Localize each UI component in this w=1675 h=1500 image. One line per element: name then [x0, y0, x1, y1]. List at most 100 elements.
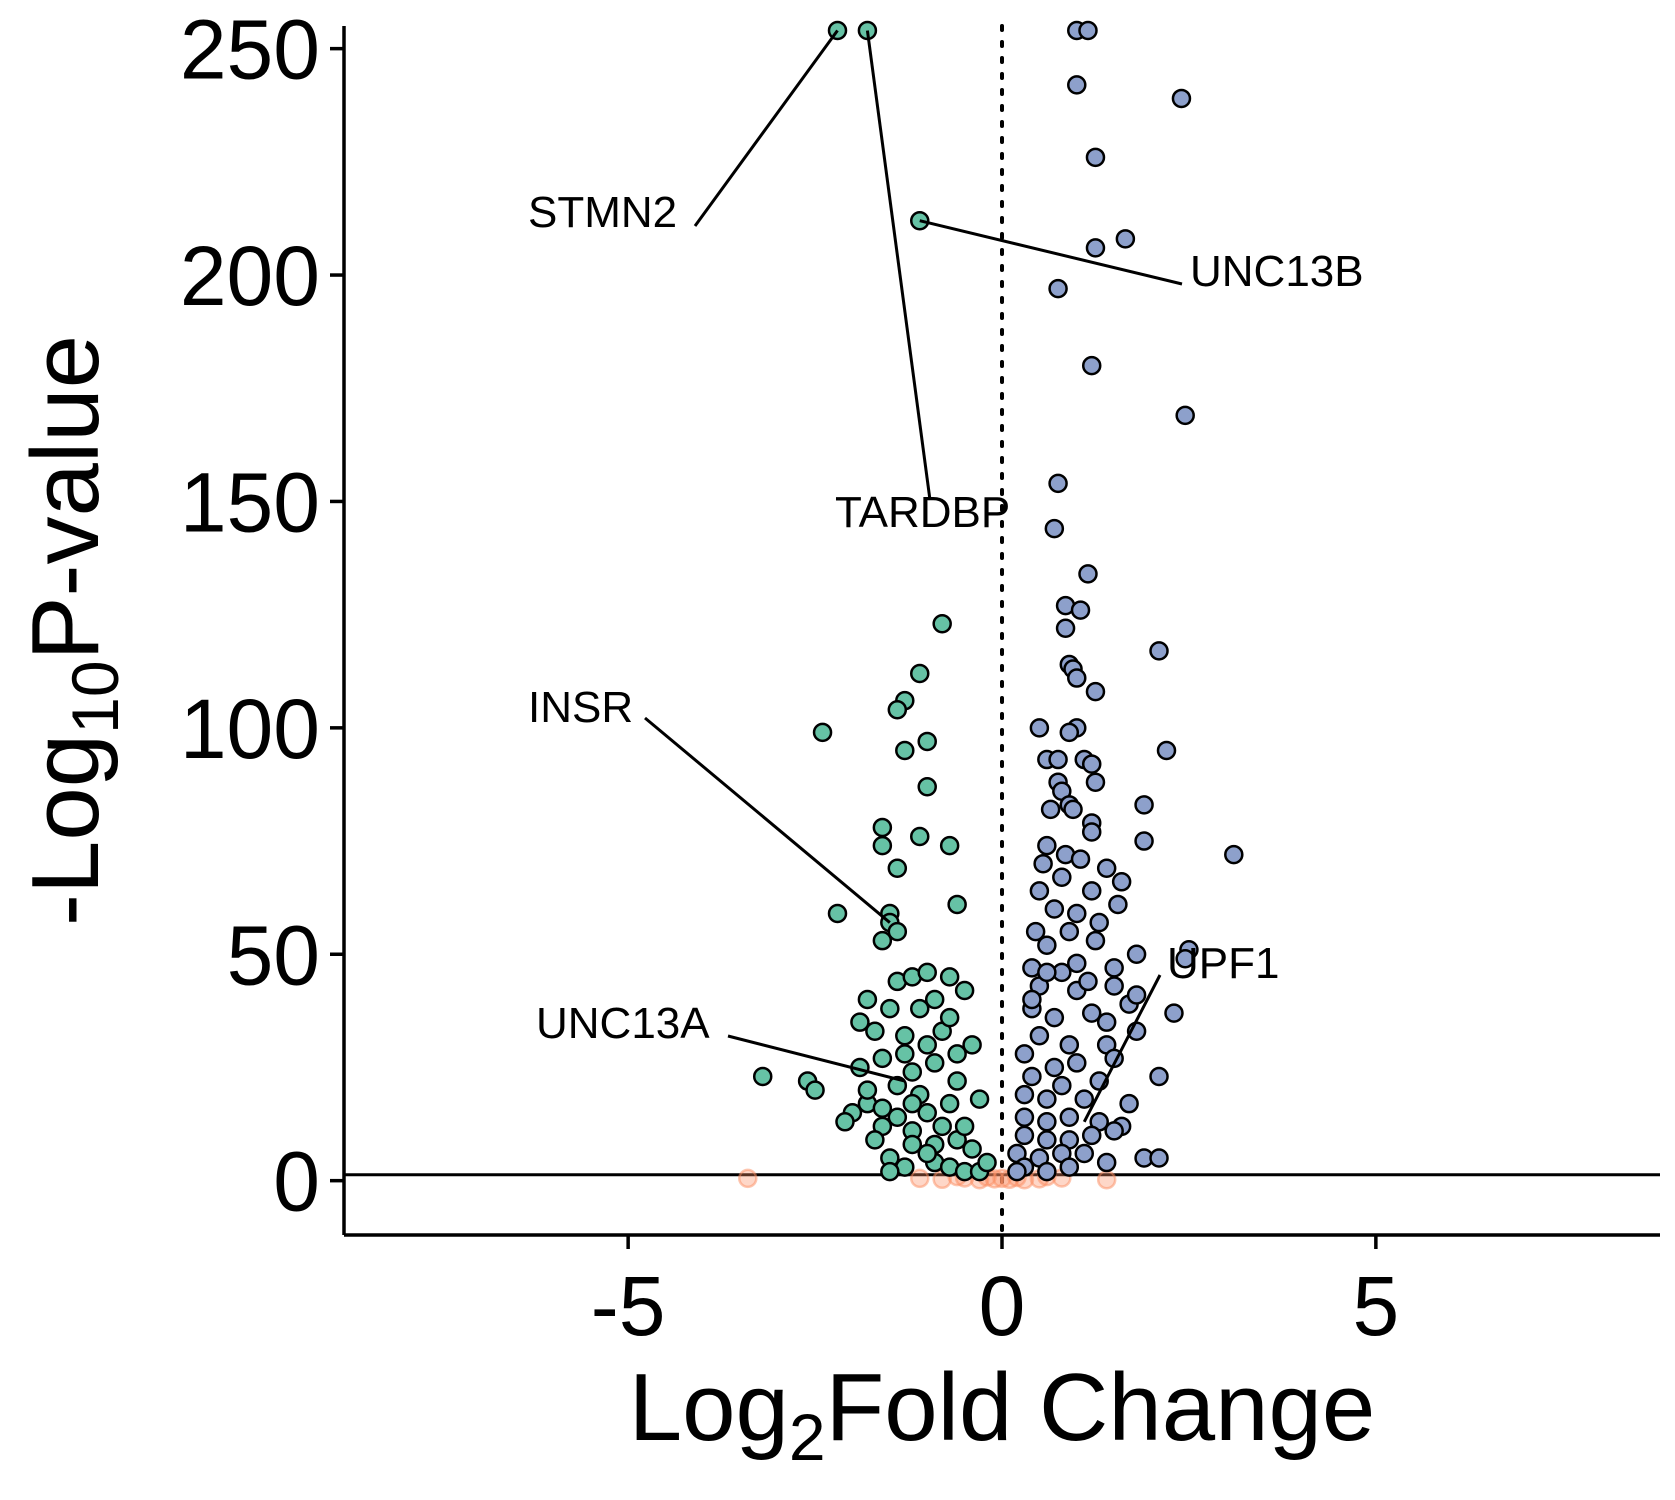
up-point	[1156, 740, 1177, 761]
annotation-leader-line	[644, 716, 891, 924]
down-point	[910, 826, 930, 847]
not_significant-point	[910, 1168, 930, 1189]
up-point	[1029, 718, 1050, 738]
up-point	[1149, 641, 1169, 661]
not_significant-point	[738, 1168, 758, 1189]
up-point	[1044, 1057, 1065, 1078]
up-point	[1085, 238, 1106, 258]
annotation-leader-line	[865, 30, 932, 501]
downregulated-points	[752, 20, 997, 1182]
up-point	[1052, 1075, 1072, 1096]
up-point	[1081, 1003, 1102, 1023]
down-point	[880, 998, 900, 1019]
up-point	[1104, 976, 1124, 996]
up-point	[1037, 835, 1057, 856]
down-point	[947, 894, 967, 915]
down-point	[969, 1089, 990, 1109]
down-point	[917, 1143, 937, 1164]
up-point	[1096, 858, 1117, 878]
down-point	[887, 921, 908, 942]
down-point	[865, 1021, 885, 1041]
down-point	[939, 1007, 960, 1028]
down-point	[939, 835, 960, 856]
up-point	[1014, 1107, 1035, 1128]
gene-label: STMN2	[528, 188, 677, 237]
down-point	[932, 1116, 952, 1137]
not-significant-points	[738, 1166, 1117, 1190]
y-tick-label: 50	[227, 908, 320, 1002]
y-tick-label: 250	[180, 3, 320, 97]
up-point	[1134, 795, 1154, 815]
up-point	[1175, 949, 1195, 969]
down-point	[895, 1044, 915, 1064]
down-point	[857, 989, 878, 1010]
down-point	[752, 1066, 773, 1087]
up-point	[1059, 1157, 1080, 1177]
down-point	[872, 817, 893, 838]
down-point	[910, 663, 930, 684]
up-point	[1115, 229, 1136, 249]
gene-label: TARDBP	[835, 488, 1010, 537]
up-point	[1044, 518, 1065, 539]
down-point	[924, 989, 945, 1010]
x-axis-title-post: Fold Change	[826, 1354, 1376, 1461]
down-point	[812, 722, 833, 743]
up-point	[1037, 1089, 1057, 1109]
x-tick-label: 5	[1353, 1259, 1400, 1353]
down-point	[872, 1098, 893, 1118]
up-point	[1037, 962, 1057, 983]
up-point	[1014, 1125, 1035, 1146]
up-point	[1085, 772, 1106, 792]
up-point	[1067, 1053, 1087, 1073]
up-point	[1096, 1152, 1117, 1173]
annotation-leader-line	[1082, 974, 1162, 1123]
up-point	[1085, 930, 1106, 951]
down-point	[857, 1080, 878, 1100]
down-point	[954, 1116, 975, 1137]
y-axis-title-sub: 10	[58, 660, 132, 733]
up-point	[1048, 278, 1068, 299]
annotation-leader-line	[693, 29, 839, 227]
up-point	[1022, 1066, 1042, 1087]
down-point	[872, 930, 893, 951]
up-point	[1224, 844, 1244, 865]
up-point	[1171, 88, 1192, 109]
up-point	[1081, 1125, 1102, 1146]
up-point	[1070, 600, 1091, 620]
up-point	[1070, 849, 1091, 869]
up-point	[1048, 473, 1068, 494]
up-point	[1096, 1012, 1117, 1032]
y-tick-label: 150	[180, 455, 320, 549]
gene-label: UPF1	[1167, 939, 1279, 988]
up-point	[1055, 618, 1076, 638]
up-point	[1059, 722, 1080, 743]
down-point	[939, 967, 960, 987]
x-axis-title: Log2Fold Change	[629, 1354, 1376, 1474]
annotation-leader-line	[919, 219, 1183, 286]
down-point	[902, 1134, 923, 1155]
gene-annotations: STMN2 TARDBP UNC13B INSR UNC13A UPF1	[528, 29, 1364, 1123]
down-point	[917, 962, 937, 983]
down-point	[917, 776, 937, 797]
up-point	[1025, 921, 1046, 942]
down-point	[932, 613, 952, 634]
up-point	[1085, 147, 1106, 168]
down-point	[954, 980, 975, 1001]
up-point	[1044, 1007, 1065, 1028]
up-point	[1067, 75, 1087, 95]
down-point	[872, 835, 893, 856]
x-axis-title-sub: 2	[789, 1400, 826, 1474]
down-point	[962, 1035, 982, 1055]
up-point	[1134, 831, 1154, 851]
up-point	[1074, 1143, 1094, 1164]
up-point	[1063, 799, 1083, 820]
up-point	[1067, 668, 1087, 688]
down-point	[895, 740, 915, 761]
y-axis-title-post: P-value	[12, 335, 119, 661]
down-point	[902, 1093, 923, 1114]
up-point	[1052, 867, 1072, 888]
down-point	[924, 1053, 945, 1073]
up-point	[1149, 1066, 1169, 1087]
up-point	[1048, 749, 1068, 770]
down-point	[917, 1102, 937, 1123]
